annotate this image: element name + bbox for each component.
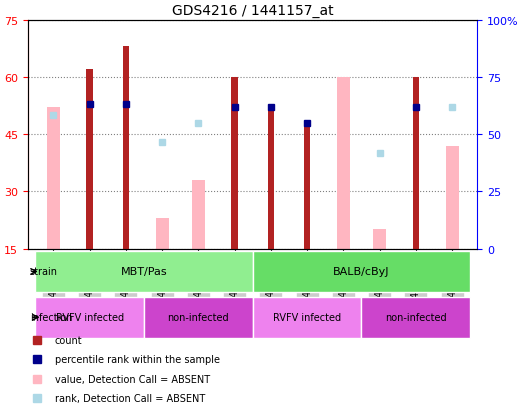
Text: percentile rank within the sample: percentile rank within the sample [55, 354, 220, 365]
Bar [268, 108, 274, 249]
Title: GDS4216 / 1441157_at: GDS4216 / 1441157_at [172, 4, 334, 18]
Bar [413, 78, 419, 249]
Text: RVFV infected: RVFV infected [273, 313, 341, 323]
Bar [231, 78, 238, 249]
Text: value, Detection Call = ABSENT: value, Detection Call = ABSENT [55, 374, 210, 384]
Bar [86, 70, 93, 249]
FancyBboxPatch shape [253, 297, 361, 338]
Text: BALB/cByJ: BALB/cByJ [333, 267, 390, 277]
Text: RVFV infected: RVFV infected [55, 313, 124, 323]
Text: count: count [55, 335, 83, 345]
Bar [373, 230, 386, 249]
Text: strain: strain [30, 267, 58, 277]
Bar [47, 108, 60, 249]
Text: MBT/Pas: MBT/Pas [121, 267, 167, 277]
Text: non-infected: non-infected [167, 313, 229, 323]
FancyBboxPatch shape [144, 297, 253, 338]
Bar [122, 47, 129, 249]
Bar [446, 146, 459, 249]
Text: non-infected: non-infected [385, 313, 447, 323]
Bar [304, 127, 310, 249]
Text: rank, Detection Call = ABSENT: rank, Detection Call = ABSENT [55, 393, 205, 403]
FancyBboxPatch shape [253, 251, 470, 292]
FancyBboxPatch shape [35, 297, 144, 338]
Bar [337, 78, 350, 249]
Bar [156, 218, 168, 249]
FancyBboxPatch shape [35, 251, 253, 292]
Bar [192, 180, 205, 249]
Text: infection: infection [30, 313, 72, 323]
FancyBboxPatch shape [361, 297, 470, 338]
